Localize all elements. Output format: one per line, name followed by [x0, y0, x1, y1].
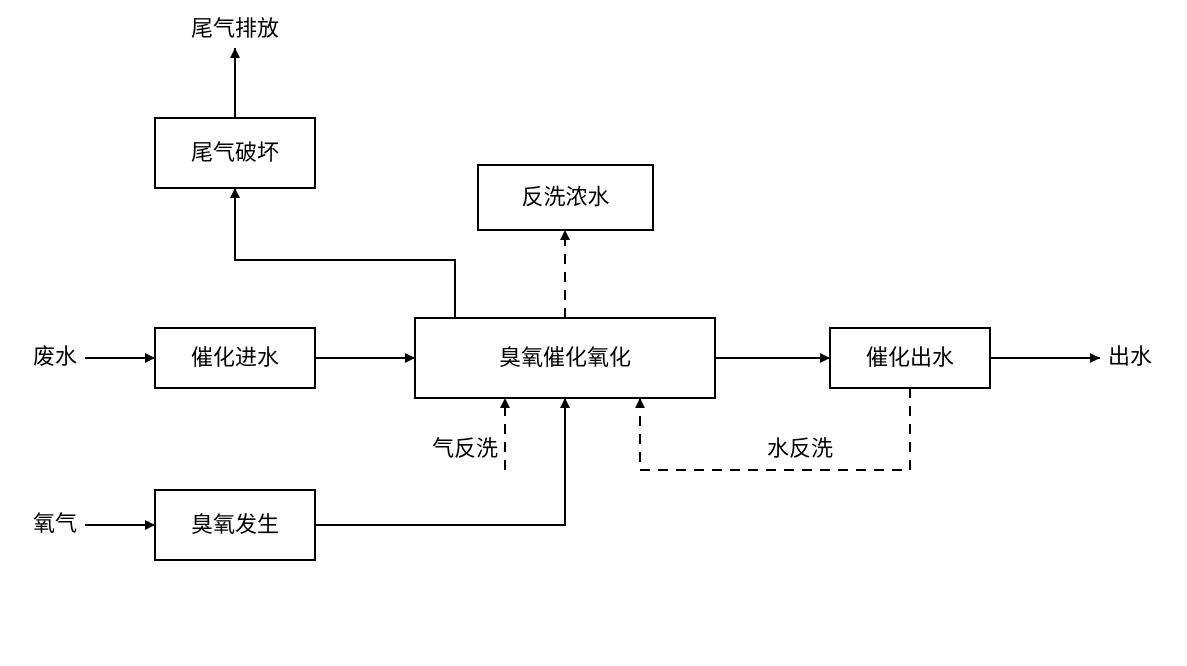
- label-gas_backwash: 气反洗: [432, 436, 498, 461]
- label-water_backwash: 水反洗: [767, 436, 833, 461]
- box-label-backwash_conc: 反洗浓水: [521, 184, 609, 209]
- label-oxygen: 氧气: [33, 511, 77, 536]
- edge-e_cat_tail: [235, 188, 455, 318]
- label-tail_emit: 尾气排放: [191, 16, 279, 41]
- box-label-tail_destroy: 尾气破坏: [191, 140, 279, 165]
- box-label-cat_out: 催化出水: [866, 345, 954, 370]
- box-label-cat_in: 催化进水: [191, 345, 279, 370]
- label-wastewater: 废水: [33, 344, 77, 369]
- box-label-ozone_cat: 臭氧催化氧化: [499, 345, 631, 370]
- label-outwater: 出水: [1108, 344, 1152, 369]
- flowchart-canvas: 尾气破坏催化进水 臭氧催化氧化反洗浓水催化出水臭氧发生 尾气排放废水氧气 出水气反洗 水…: [0, 0, 1187, 666]
- labels-layer: 尾气排放废水氧气 出水气反洗 水反洗: [33, 16, 1152, 536]
- edge-e_ozone_cat: [315, 398, 565, 525]
- box-label-ozone_gen: 臭氧发生: [191, 512, 279, 537]
- boxes-layer: 尾气破坏催化进水 臭氧催化氧化反洗浓水催化出水臭氧发生: [155, 118, 990, 560]
